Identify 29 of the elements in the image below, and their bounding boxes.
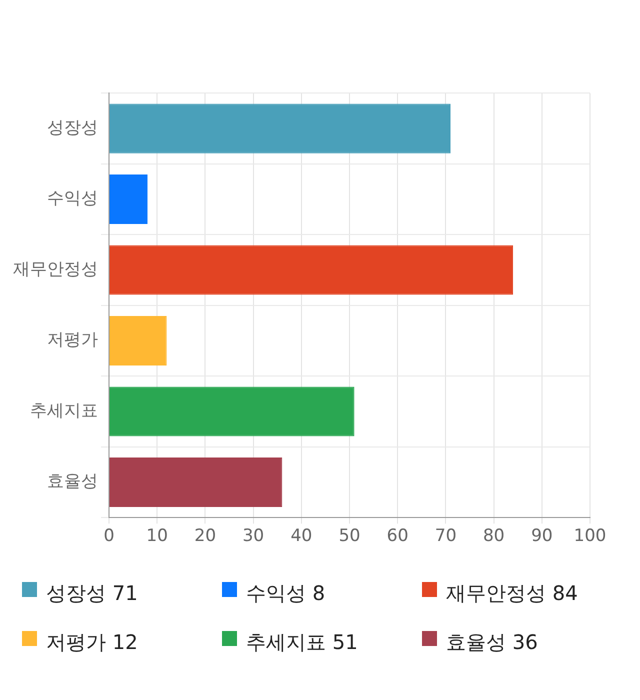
- bar: [110, 174, 148, 224]
- text: 성장성 71: [46, 580, 138, 607]
- y-tick-label: 추세지표: [30, 400, 98, 421]
- x-tick-label: 60: [386, 526, 408, 546]
- text: 재무안정성 84: [446, 580, 578, 607]
- y-tick-label: 성장성: [47, 118, 98, 138]
- x-tick-label: 50: [338, 526, 360, 546]
- bar: [110, 316, 167, 366]
- x-tick-label: 70: [434, 526, 457, 546]
- text: 효율성 36: [446, 629, 538, 656]
- x-tick-label: 0: [104, 526, 114, 546]
- y-tick-label: 재무안정성: [13, 259, 98, 280]
- x-tick-label: 10: [146, 526, 168, 546]
- bar: [110, 386, 354, 436]
- text: 저평가 12: [46, 629, 138, 656]
- text: 수익성 8: [246, 580, 326, 607]
- y-tick-label: 수익성: [47, 188, 98, 209]
- x-tick-label: 40: [290, 526, 312, 546]
- x-tick-label: 100: [574, 526, 606, 546]
- x-tick-label: 30: [242, 526, 264, 546]
- text: 추세지표 51: [246, 629, 358, 656]
- y-tick-label: 효율성: [47, 472, 98, 492]
- bar: [110, 457, 282, 507]
- x-tick-label: 20: [194, 526, 216, 546]
- bar: [110, 245, 514, 295]
- y-tick-label: 저평가: [47, 330, 98, 350]
- x-tick-label: 80: [482, 526, 505, 546]
- bar: [110, 104, 451, 154]
- x-tick-label: 90: [531, 526, 553, 546]
